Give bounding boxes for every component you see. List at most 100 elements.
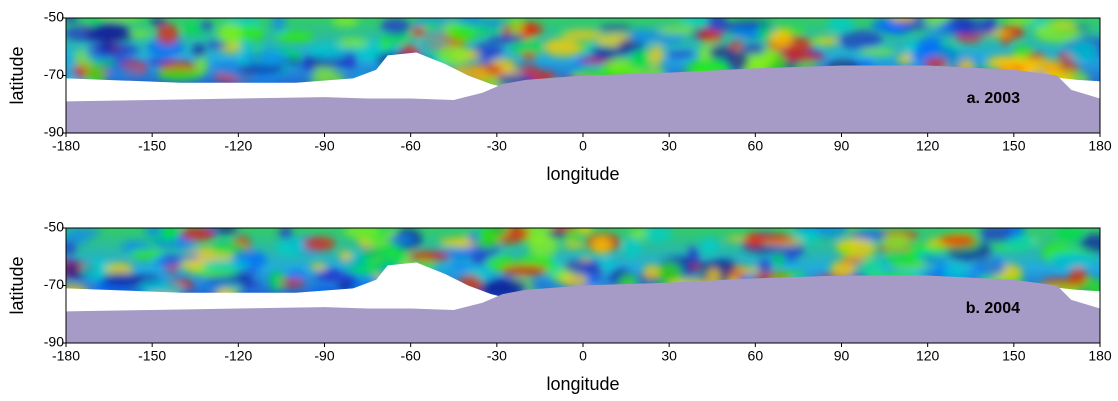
chlorophyll-patch	[576, 228, 593, 235]
chlorophyll-patch	[331, 18, 359, 27]
x-tick-label: -120	[224, 348, 252, 364]
chlorophyll-patch	[66, 228, 101, 238]
chlorophyll-patch	[343, 228, 381, 239]
map-image	[66, 18, 1100, 133]
chlorophyll-patch	[380, 18, 411, 36]
chlorophyll-patch	[838, 237, 877, 259]
chlorophyll-patch	[439, 238, 463, 247]
chlorophyll-patch	[154, 254, 184, 267]
chlorophyll-patch	[147, 37, 184, 57]
chlorophyll-patch	[859, 48, 896, 56]
x-tick-label: 180	[1088, 138, 1112, 154]
chlorophyll-patch	[180, 228, 216, 242]
chlorophyll-patch	[699, 237, 720, 255]
chlorophyll-patch	[884, 248, 927, 267]
chlorophyll-patch	[1051, 252, 1094, 268]
x-tick-label: 60	[748, 138, 764, 154]
x-tick-label: 30	[661, 348, 677, 364]
chlorophyll-patch	[634, 49, 652, 69]
x-tick-label: -150	[138, 348, 166, 364]
x-tick-label: -180	[52, 348, 80, 364]
chlorophyll-patch	[744, 232, 765, 248]
chlorophyll-patch	[810, 38, 824, 45]
chlorophyll-patch	[85, 24, 125, 44]
chlorophyll-patch	[607, 56, 632, 74]
chlorophyll-patch	[477, 231, 499, 249]
chlorophyll-patch	[157, 68, 202, 81]
chlorophyll-patch	[271, 18, 286, 33]
chlorophyll-patch	[563, 241, 586, 249]
chlorophyll-patch	[1020, 58, 1062, 76]
chlorophyll-patch	[547, 230, 568, 238]
chlorophyll-patch	[521, 51, 537, 61]
chlorophyll-patch	[213, 62, 245, 76]
x-tick-label: -150	[138, 138, 166, 154]
y-axis-label: latitude	[7, 46, 27, 104]
chlorophyll-patch	[845, 262, 890, 274]
y-tick-label: -70	[44, 66, 64, 82]
chlorophyll-patch	[308, 44, 348, 61]
chlorophyll-patch	[144, 228, 164, 239]
chlorophyll-patch	[194, 55, 208, 76]
chlorophyll-patch	[275, 31, 315, 43]
chlorophyll-patch	[239, 24, 264, 42]
y-tick-label: -90	[44, 124, 64, 140]
chlorophyll-patch	[910, 45, 959, 66]
chlorophyll-patch	[655, 262, 682, 284]
chlorophyll-patch	[500, 264, 548, 277]
chlorophyll-patch	[287, 271, 307, 278]
x-tick-label: -60	[401, 348, 421, 364]
chlorophyll-patch	[562, 29, 603, 41]
chlorophyll-patch	[1078, 234, 1100, 253]
chlorophyll-patch	[153, 240, 179, 247]
x-tick-label: 90	[834, 348, 850, 364]
chlorophyll-patch	[591, 236, 612, 255]
chlorophyll-patch	[938, 234, 977, 247]
chlorophyll-patch	[87, 60, 116, 68]
x-axis-label: longitude	[546, 374, 619, 394]
chlorophyll-patch	[758, 23, 772, 41]
chlorophyll-patch	[851, 228, 886, 241]
chlorophyll-patch	[141, 276, 159, 283]
x-tick-label: 150	[1002, 348, 1026, 364]
chlorophyll-patch	[278, 228, 294, 240]
chlorophyll-patch	[600, 257, 614, 270]
chlorophyll-patch	[597, 25, 633, 32]
chlorophyll-patch	[781, 52, 826, 62]
chlorophyll-patch	[643, 228, 672, 243]
chlorophyll-patch	[772, 253, 785, 267]
map-image	[66, 228, 1100, 343]
x-tick-label: 0	[579, 138, 587, 154]
x-tick-label: 120	[916, 138, 940, 154]
chlorophyll-patch	[561, 273, 589, 288]
chlorophyll-patch	[486, 34, 525, 44]
chlorophyll-patch	[448, 260, 474, 272]
y-tick-label: -70	[44, 276, 64, 292]
chlorophyll-patch	[100, 272, 145, 288]
panel-label: a. 2003	[967, 90, 1020, 107]
chlorophyll-patch	[889, 18, 916, 23]
chlorophyll-patch	[563, 259, 600, 274]
y-tick-label: -50	[44, 9, 64, 25]
chlorophyll-patch	[337, 37, 369, 48]
antarctica	[66, 275, 1100, 343]
chlorophyll-patch	[973, 257, 1006, 277]
chlorophyll-patch	[919, 255, 945, 263]
chlorophyll-patch	[837, 30, 883, 50]
x-tick-label: 30	[661, 138, 677, 154]
map-panel: -180 -150 -120 -90 -60 -30 0 30 60 90 120 150 180 -50…	[7, 9, 1112, 184]
chlorophyll-patch	[150, 18, 167, 27]
chlorophyll-patch	[192, 43, 206, 59]
chlorophyll-patch	[656, 25, 696, 35]
chlorophyll-patch	[727, 20, 773, 27]
chlorophyll-patch	[1006, 18, 1037, 24]
chlorophyll-patch	[758, 233, 794, 243]
chlorophyll-patch	[838, 246, 855, 253]
chlorophyll-patch	[461, 247, 481, 256]
y-tick-label: -90	[44, 334, 64, 350]
chlorophyll-patch	[510, 18, 523, 38]
x-tick-label: -180	[52, 138, 80, 154]
chlorophyll-patch	[687, 59, 733, 67]
chlorophyll-patch	[517, 65, 539, 74]
chlorophyll-patch	[129, 248, 163, 260]
